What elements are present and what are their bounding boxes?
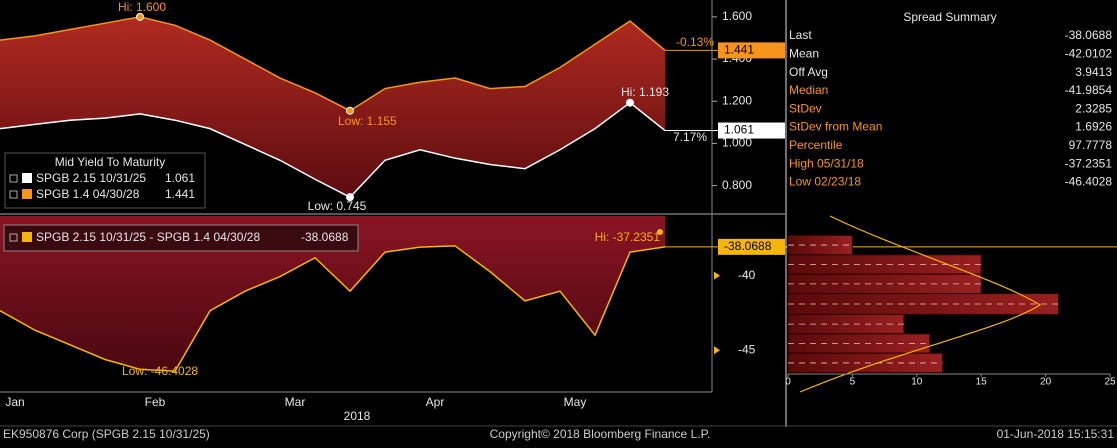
y-tick-label: 1.200 <box>722 93 752 107</box>
series-line <box>0 16 666 112</box>
summary-value: 2.3285 <box>1075 101 1112 115</box>
legend-label: SPGB 2.15 10/31/25 <box>36 171 146 185</box>
summary-label: Low 02/23/18 <box>789 175 861 189</box>
summary-label: High 05/31/18 <box>789 156 864 170</box>
summary-label: Median <box>789 83 828 97</box>
histogram: 0 5 10 15 20 25 <box>785 215 1116 393</box>
legend-label: SPGB 1.4 04/30/28 <box>36 187 140 201</box>
x-tick-label: 20 <box>1040 377 1052 388</box>
x-axis-label: 2018 <box>344 409 371 423</box>
x-tick-label: Mar <box>285 395 306 409</box>
annotation: Low: 1.155 <box>338 114 397 128</box>
footer-bar <box>0 427 1117 443</box>
last-value-box <box>718 42 785 59</box>
hist-bar <box>787 273 982 295</box>
spread-area <box>0 216 665 372</box>
hist-bar <box>787 234 853 256</box>
x-tick-label: 5 <box>850 377 856 388</box>
y-tick-label: 0.800 <box>722 178 752 192</box>
summary-label: Mean <box>789 46 819 60</box>
summary-table: Last -38.0688 Mean -42.0102 Off Avg 3.9413 Med… <box>789 28 1112 188</box>
extreme-dot <box>346 193 354 202</box>
annotation: -0.13% <box>676 35 714 49</box>
yield-legend: Mid Yield To Maturity SPGB 2.15 10/31/25… <box>4 152 206 209</box>
footer-right: 01-Jun-2018 15:15:31 <box>997 427 1115 441</box>
annotation: Hi: 1.193 <box>621 85 669 99</box>
legend-value: 1.441 <box>165 187 195 201</box>
x-tick-label: May <box>564 395 587 409</box>
legend-title: Mid Yield To Maturity <box>55 155 166 169</box>
summary-value: -37.2351 <box>1065 156 1113 170</box>
annotation: Hi: 1.600 <box>118 0 166 14</box>
legend-value: -38.0688 <box>301 230 349 244</box>
summary-value: -38.0688 <box>1065 28 1113 42</box>
spread-fill <box>0 16 665 198</box>
legend-box <box>4 152 206 209</box>
annotation: 7.17% <box>673 130 707 144</box>
last-value-label: 1.441 <box>724 43 754 57</box>
legend-swatch <box>22 189 32 199</box>
x-tick-label: 0 <box>785 377 791 388</box>
annotation: Low: 0.745 <box>308 199 367 213</box>
summary-value: -42.0102 <box>1065 46 1113 60</box>
y-tick <box>714 346 720 355</box>
summary-value: -41.9854 <box>1065 83 1113 97</box>
series-line <box>0 101 666 199</box>
y-tick <box>714 271 720 280</box>
extreme-dot <box>626 98 634 107</box>
y-tick-label: -40 <box>738 268 756 282</box>
legend-label: SPGB 2.15 10/31/25 - SPGB 1.4 04/30/28 <box>36 230 260 244</box>
last-value-box <box>718 122 785 139</box>
y-tick-label: -45 <box>738 342 756 356</box>
legend-value: 1.061 <box>165 171 195 185</box>
x-tick-label: Jan <box>5 395 24 409</box>
legend-swatch <box>22 232 32 242</box>
x-tick-label: 15 <box>976 377 988 388</box>
legend-box <box>3 224 359 252</box>
summary-label: Percentile <box>789 138 843 152</box>
spread-legend: SPGB 2.15 10/31/25 - SPGB 1.4 04/30/28 -… <box>3 224 359 252</box>
footer-left: EK950876 Corp (SPGB 2.15 10/31/25) <box>3 427 210 441</box>
summary-value: 1.6926 <box>1075 120 1112 134</box>
legend-swatch <box>22 173 32 183</box>
legend-expand[interactable] <box>9 174 18 183</box>
summary-label: Last <box>789 28 812 42</box>
normal-fit <box>799 215 1042 393</box>
y-tick-label: 1.000 <box>722 136 752 150</box>
legend-expand[interactable] <box>9 190 18 199</box>
summary-label: StDev from Mean <box>789 120 882 134</box>
last-value-label: -38.0688 <box>724 239 772 253</box>
spread-line <box>0 245 666 372</box>
last-value-box <box>718 238 785 255</box>
x-tick-label: 10 <box>911 377 923 388</box>
hist-bar <box>787 254 982 275</box>
x-tick-label: 25 <box>1104 377 1116 388</box>
annotation: Low: -46.4028 <box>122 364 198 378</box>
summary-title: Spread Summary <box>903 10 996 24</box>
summary-value: -46.4028 <box>1065 175 1113 189</box>
x-tick-label: Feb <box>145 395 166 409</box>
summary-value: 3.9413 <box>1075 65 1112 79</box>
summary-label: Off Avg <box>789 65 828 79</box>
y-tick-label: 1.600 <box>722 9 752 23</box>
footer-center: Copyright© 2018 Bloomberg Finance L.P. <box>490 427 711 441</box>
hi-dot <box>657 229 663 235</box>
extreme-dot <box>136 12 144 21</box>
summary-value: 97.7778 <box>1069 138 1113 152</box>
extreme-dot <box>346 106 354 115</box>
summary-label: StDev <box>789 101 822 115</box>
last-value-label: 1.061 <box>724 123 754 137</box>
spread-chart: -40 -45 Jan Feb Mar Apr May 2018 Hi: -37.2351 Low… <box>0 216 1117 423</box>
legend-expand[interactable] <box>9 233 18 242</box>
annotation: Hi: -37.2351 <box>595 230 661 244</box>
x-tick-label: Apr <box>426 395 445 409</box>
